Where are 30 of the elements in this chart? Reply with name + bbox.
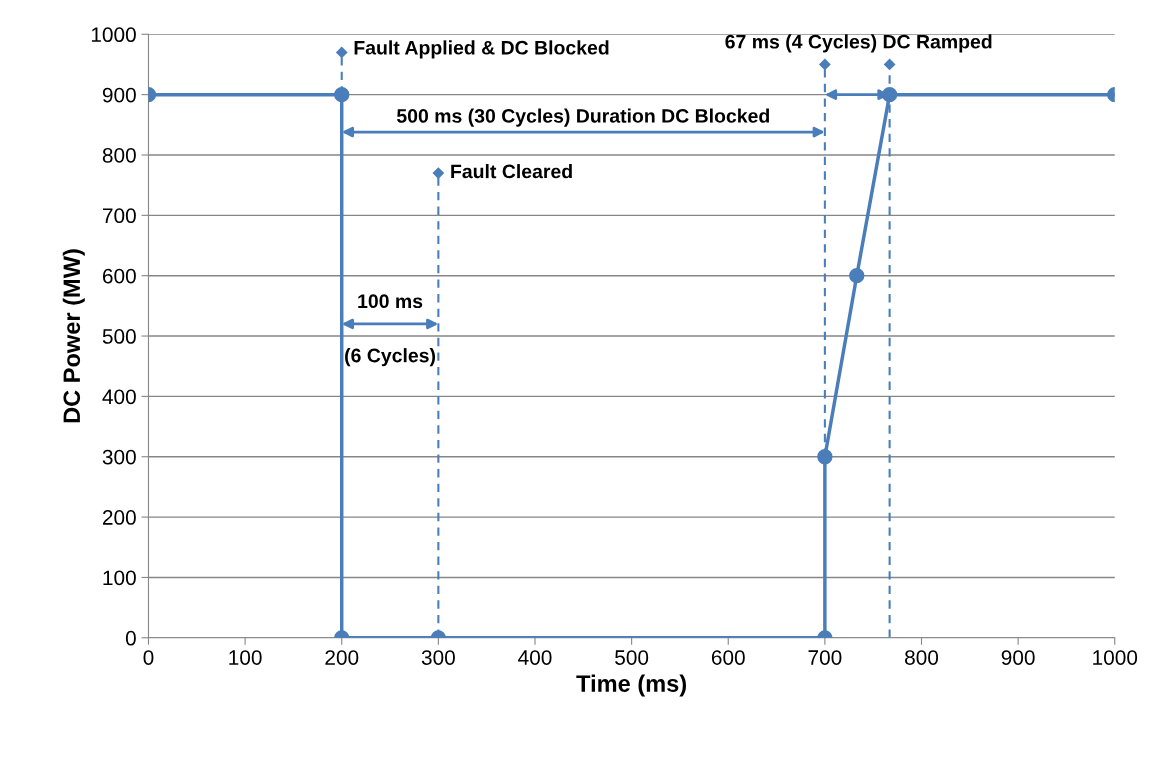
annotation: Fault Applied & DC Blocked	[354, 40, 609, 59]
y-tick-label: 400	[102, 389, 136, 405]
y-tick-label: 900	[102, 87, 136, 103]
annotation: 67 ms (4 Cycles) DC Ramped	[725, 34, 992, 53]
y-tick-label: 200	[102, 510, 136, 525]
annotation: 500 ms (30 Cycles) Duration DC Blocked	[396, 108, 769, 127]
y-tick-label: 800	[102, 147, 136, 163]
y-tick-label: 300	[102, 449, 136, 465]
x-tick-label: 600	[711, 650, 745, 665]
y-tick-label: 500	[102, 329, 136, 344]
x-tick-label: 300	[421, 650, 455, 665]
x-tick-label: 100	[229, 650, 262, 665]
annotation: (6 Cycles)	[345, 348, 436, 367]
x-tick-label: 700	[808, 650, 842, 665]
y-axis-title: DC Power (MW)	[62, 249, 85, 423]
x-tick-label: 800	[905, 650, 939, 665]
x-tick-label: 500	[615, 650, 649, 665]
x-tick-label: 200	[325, 650, 359, 665]
annotation: 100 ms	[358, 294, 423, 309]
y-tick-label: 0	[125, 630, 136, 646]
y-tick-label: 1000	[91, 27, 136, 43]
x-axis-title: Time (ms)	[576, 674, 686, 697]
x-tick-label: 900	[1001, 650, 1035, 665]
y-tick-label: 700	[102, 208, 136, 224]
x-tick-label: 400	[518, 650, 552, 665]
y-tick-label: 100	[103, 570, 136, 586]
annotation: Fault Cleared	[451, 164, 572, 179]
x-tick-label: 0	[143, 650, 154, 665]
y-tick-label: 600	[102, 268, 136, 284]
x-tick-label: 1000	[1093, 650, 1138, 665]
